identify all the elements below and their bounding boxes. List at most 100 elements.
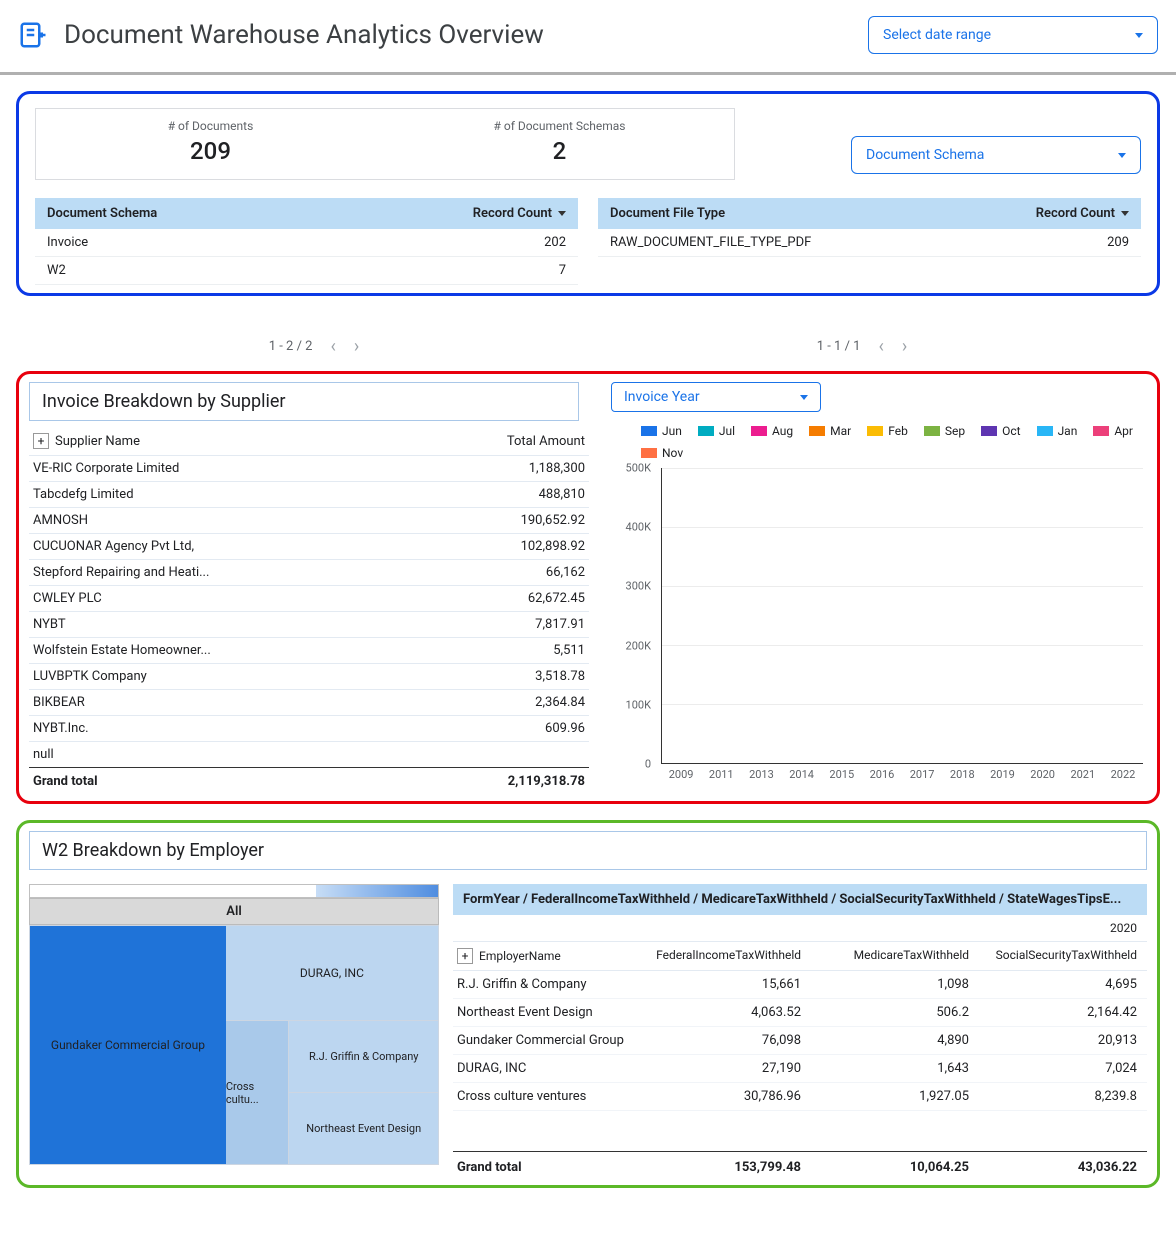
table-row[interactable]: DURAG, INC27,1901,6437,024 [453,1055,1147,1083]
cell: NYBT.Inc. [33,721,89,736]
supplier-grand-total: Grand total 2,119,318.78 [29,767,589,795]
w2-table-header: + EmployerName FederalIncomeTaxWithheld M… [453,942,1147,971]
table-row[interactable]: Gundaker Commercial Group76,0984,89020,9… [453,1027,1147,1055]
x-tick-label: 2014 [782,764,822,788]
bar[interactable] [702,468,742,763]
col-header[interactable]: Supplier Name [55,434,140,449]
invoice-panel: Invoice Breakdown by Supplier + Supplier… [16,371,1160,804]
col-header[interactable]: Total Amount [507,434,585,449]
legend-item[interactable]: Jun [641,424,682,438]
bar[interactable] [742,468,782,763]
cell: 209 [1107,235,1129,250]
col-header[interactable]: Record Count [473,206,566,221]
table-row[interactable]: CUCUONAR Agency Pvt Ltd,102,898.92 [29,533,589,559]
legend-item[interactable]: Apr [1093,424,1133,438]
cell: Northeast Event Design [453,1005,643,1020]
legend-item[interactable]: Mar [809,424,851,438]
col-header[interactable]: FederalIncomeTaxWithheld [643,948,811,964]
app-logo-icon [18,20,48,50]
cell: VE-RIC Corporate Limited [33,461,179,476]
cell: 1,927.05 [811,1089,979,1104]
bar[interactable] [983,468,1023,763]
cell: 30,786.96 [643,1089,811,1104]
table-row[interactable]: LUVBPTK Company3,518.78 [29,663,589,689]
treemap-node[interactable]: DURAG, INC [226,926,438,1021]
bar[interactable] [1023,468,1063,763]
cell: 7 [559,263,566,278]
cell: 1,188,300 [529,461,585,476]
table-row[interactable]: BIKBEAR2,364.84 [29,689,589,715]
table-row[interactable]: W27 [35,257,578,285]
cell: 102,898.92 [521,539,585,554]
w2-grand-total: Grand total 153,799.48 10,064.25 43,036.… [453,1151,1147,1175]
bar[interactable] [822,468,862,763]
treemap-node[interactable]: Cross cultu... [226,1021,290,1164]
kpi-row: # of Documents 209 # of Document Schemas… [35,108,735,180]
table-row[interactable]: Invoice202 [35,229,578,257]
table-row[interactable]: RAW_DOCUMENT_FILE_TYPE_PDF 209 [598,229,1141,257]
bar[interactable] [1063,468,1103,763]
table-row[interactable]: Wolfstein Estate Homeowner...5,511 [29,637,589,663]
x-tick-label: 2022 [1103,764,1143,788]
x-tick-label: 2018 [942,764,982,788]
w2-banner: FormYear / FederalIncomeTaxWithheld / Me… [453,884,1147,915]
legend-item[interactable]: Jan [1037,424,1078,438]
legend-item[interactable]: Aug [751,424,793,438]
col-header[interactable]: EmployerName [479,949,561,963]
table-row[interactable]: Stepford Repairing and Heati...66,162 [29,559,589,585]
expand-icon[interactable]: + [457,948,473,964]
table-row[interactable]: Northeast Event Design4,063.52506.22,164… [453,999,1147,1027]
invoice-year-select[interactable]: Invoice Year [611,382,821,412]
bar[interactable] [782,468,822,763]
y-tick-label: 200K [626,639,651,652]
pager-prev-icon[interactable]: ‹ [330,336,335,357]
bar[interactable] [1103,468,1143,763]
total-label: Grand total [33,774,98,789]
legend-item[interactable]: Jul [698,424,735,438]
col-header[interactable]: Document File Type [610,206,725,221]
bar[interactable] [943,468,983,763]
x-tick-label: 2017 [902,764,942,788]
treemap-all[interactable]: All [29,898,439,925]
table-row[interactable]: AMNOSH190,652.92 [29,507,589,533]
table-row[interactable]: CWLEY PLC62,672.45 [29,585,589,611]
total-value: 43,036.22 [979,1160,1147,1175]
x-tick-label: 2019 [982,764,1022,788]
kpi-label: # of Document Schemas [385,119,734,133]
cell: 506.2 [811,1005,979,1020]
table-row[interactable]: null [29,741,589,767]
document-schema-select[interactable]: Document Schema [851,136,1141,174]
table-row[interactable]: Tabcdefg Limited488,810 [29,481,589,507]
table-row[interactable]: Cross culture ventures30,786.961,927.058… [453,1083,1147,1111]
legend-item[interactable]: Sep [924,424,965,438]
col-header[interactable]: Record Count [1036,206,1129,221]
bar[interactable] [862,468,902,763]
table-row[interactable]: NYBT.Inc.609.96 [29,715,589,741]
treemap-node[interactable]: Northeast Event Design [289,1093,438,1164]
expand-icon[interactable]: + [33,433,49,449]
legend-item[interactable]: Feb [867,424,908,438]
col-header[interactable]: SocialSecurityTaxWithheld [979,948,1147,964]
table-row[interactable]: VE-RIC Corporate Limited 1,188,300 [29,455,589,481]
pager-next-icon[interactable]: › [354,336,359,357]
y-tick-label: 0 [645,758,651,771]
chevron-down-icon [1135,33,1143,38]
legend-item[interactable]: Oct [981,424,1020,438]
pager-next-icon[interactable]: › [902,336,907,357]
w2-year: 2020 [453,915,1147,942]
cell: RAW_DOCUMENT_FILE_TYPE_PDF [610,235,811,250]
filetype-table: Document File Type Record Count RAW_DOCU… [598,198,1141,285]
pager-prev-icon[interactable]: ‹ [878,336,883,357]
supplier-table-header: + Supplier Name Total Amount [29,427,589,455]
treemap-node[interactable]: Gundaker Commercial Group [30,926,226,1164]
legend-item[interactable]: Nov [641,446,683,460]
treemap-node[interactable]: R.J. Griffin & Company [289,1021,438,1093]
date-range-select[interactable]: Select date range [868,16,1158,54]
table-row[interactable]: NYBT7,817.91 [29,611,589,637]
bar[interactable] [902,468,942,763]
table-row[interactable]: R.J. Griffin & Company15,6611,0984,695 [453,971,1147,999]
total-label: Grand total [453,1160,643,1175]
col-header[interactable]: Document Schema [47,206,157,221]
col-header[interactable]: MedicareTaxWithheld [811,948,979,964]
bar[interactable] [662,468,702,763]
